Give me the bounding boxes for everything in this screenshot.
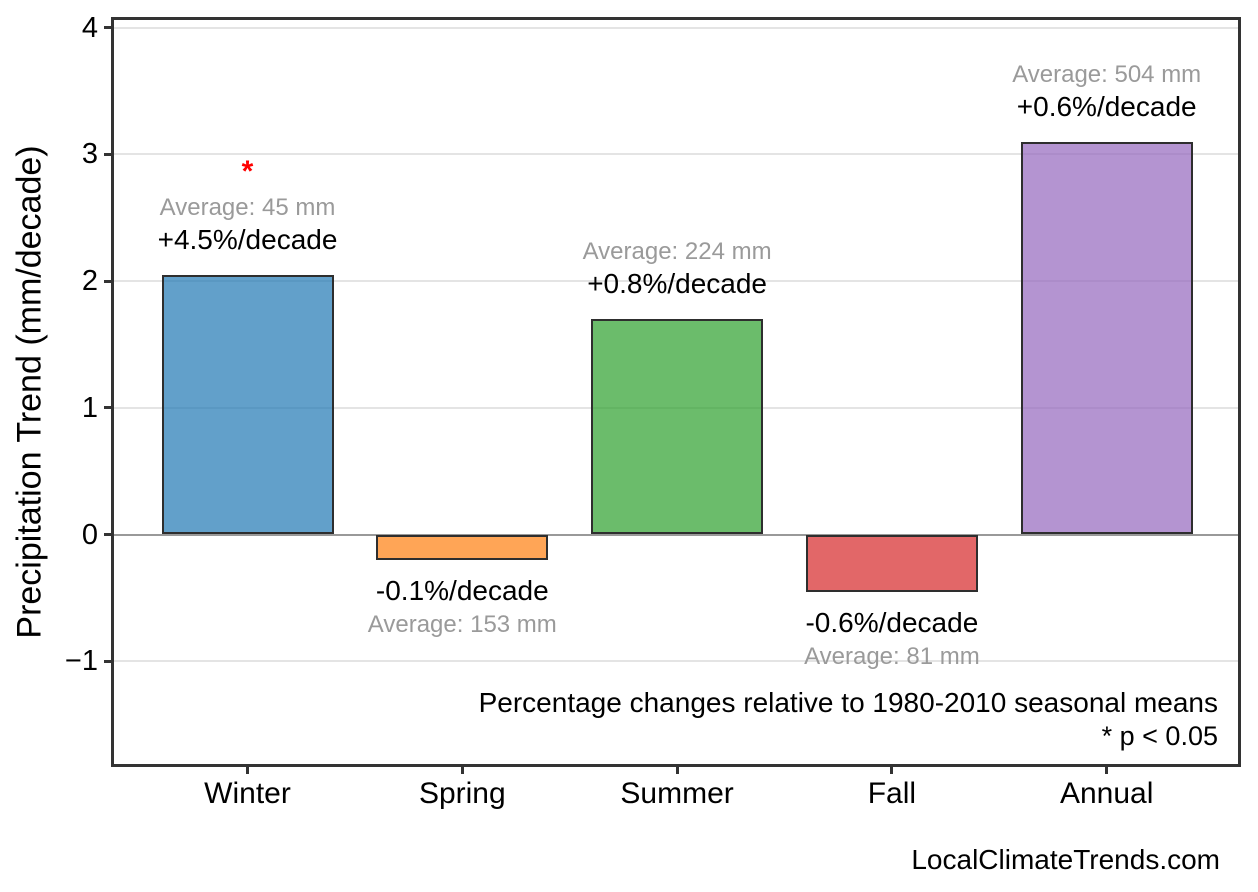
- y-tick-label-1: 1: [81, 391, 98, 424]
- x-tick-annual: [1105, 765, 1109, 774]
- note-block: Percentage changes relative to 1980-2010…: [479, 686, 1218, 752]
- bar-fall: [805, 534, 978, 592]
- y-tick-2: [104, 279, 113, 283]
- trend-label-annual: +0.6%/decade: [1016, 90, 1197, 122]
- x-tick-fall: [890, 765, 894, 774]
- avg-label-fall: Average: 81 mm: [804, 642, 980, 670]
- gridline-y-4: [114, 26, 1238, 29]
- y-tick--1: [104, 659, 113, 663]
- avg-label-summer: Average: 224 mm: [582, 238, 772, 266]
- trend-label-fall: -0.6%/decade: [805, 606, 979, 638]
- trend-label-winter: +4.5%/decade: [157, 223, 338, 255]
- y-tick-label-2: 2: [81, 265, 98, 298]
- trend-label-spring: -0.1%/decade: [375, 574, 549, 606]
- note-p-value: * p < 0.05: [1101, 721, 1218, 751]
- y-tick-1: [104, 406, 113, 410]
- trend-label-summer: +0.8%/decade: [587, 268, 767, 300]
- x-tick-label-fall: Fall: [867, 777, 917, 810]
- x-tick-label-spring: Spring: [418, 777, 506, 810]
- avg-label-winter: Average: 45 mm: [159, 193, 336, 221]
- y-tick-label-0: 0: [81, 518, 98, 551]
- gridline-y-2: [114, 280, 1238, 283]
- bar-annual: [1020, 141, 1193, 535]
- gridline-y--1: [114, 660, 1238, 663]
- bar-spring: [376, 534, 549, 560]
- bar-winter: [161, 274, 334, 535]
- avg-label-spring: Average: 153 mm: [367, 610, 557, 638]
- x-tick-label-annual: Annual: [1059, 777, 1154, 810]
- y-tick-0: [104, 533, 113, 536]
- gridline-y-3: [114, 153, 1238, 156]
- x-tick-spring: [460, 765, 464, 774]
- watermark: LocalClimateTrends.com: [911, 844, 1220, 875]
- y-tick-3: [104, 152, 113, 156]
- y-tick-label-4: 4: [81, 11, 98, 44]
- y-tick-label--1: −1: [64, 645, 98, 678]
- avg-label-annual: Average: 504 mm: [1012, 60, 1202, 88]
- x-tick-winter: [246, 765, 249, 774]
- x-tick-summer: [675, 765, 679, 774]
- y-tick-label-3: 3: [81, 138, 98, 171]
- plot-area: Average: 45 mm +4.5%/decade * -0.1%/decade A…: [111, 17, 1241, 767]
- zero-gridline: [114, 533, 1238, 536]
- y-tick-4: [104, 26, 113, 30]
- bar-summer: [591, 319, 764, 535]
- x-tick-label-winter: Winter: [204, 777, 291, 810]
- note-relative-means: Percentage changes relative to 1980-2010…: [478, 687, 1218, 718]
- x-tick-label-summer: Summer: [620, 777, 734, 810]
- significance-marker-winter: *: [241, 154, 254, 188]
